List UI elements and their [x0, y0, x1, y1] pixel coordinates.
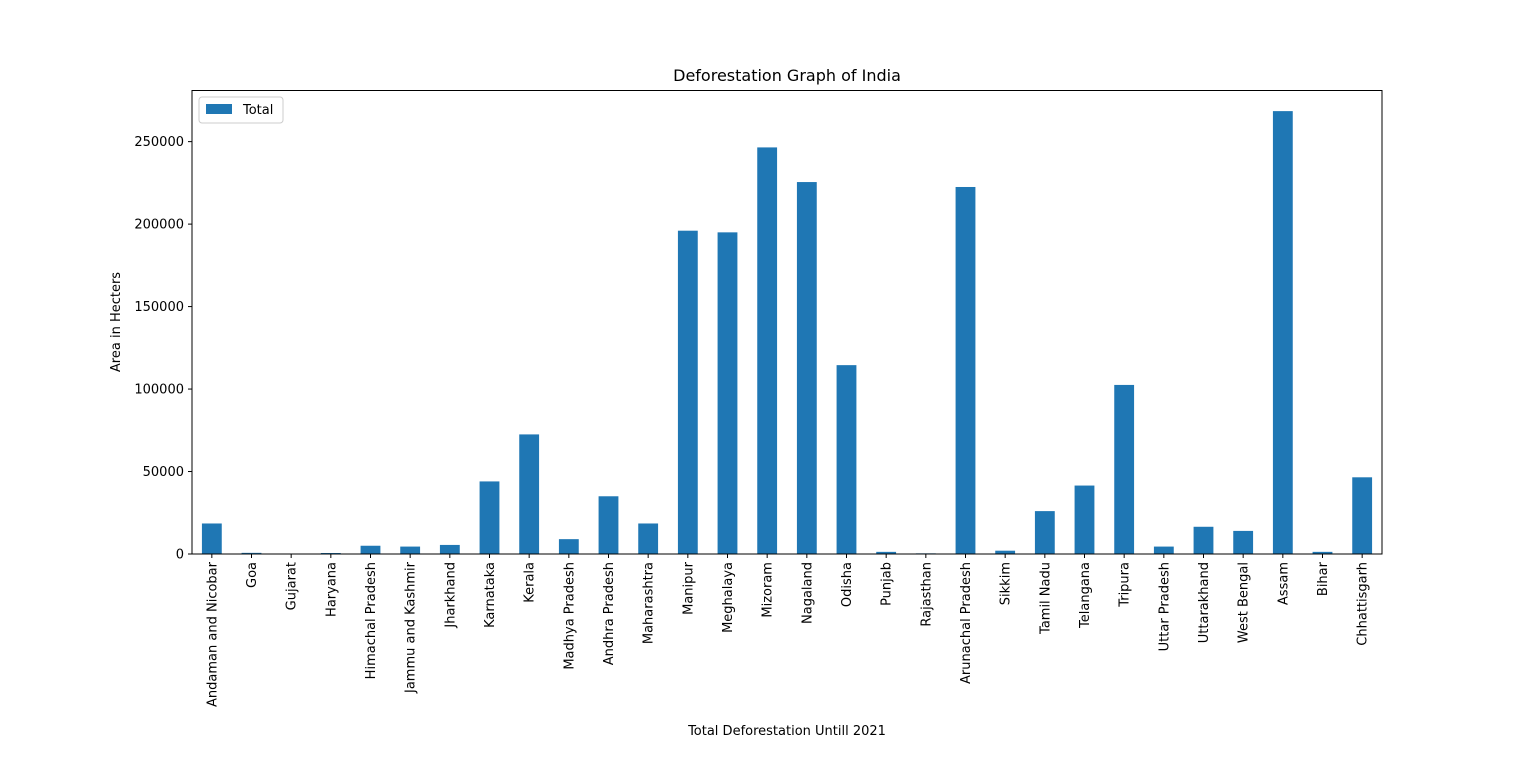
bar-maharashtra: [638, 523, 658, 554]
x-tick-label: Goa: [245, 562, 260, 588]
bar-nagaland: [797, 182, 817, 554]
bar-karnataka: [480, 481, 500, 554]
bars-layer: [202, 111, 1372, 554]
x-tick-label: Punjab: [880, 562, 895, 606]
x-tick-label: Meghalaya: [721, 562, 736, 633]
bar-uttar-pradesh: [1154, 547, 1174, 554]
bar-andaman-and-nicobar: [202, 523, 222, 554]
y-tick-label: 0: [176, 548, 184, 563]
bar-assam: [1273, 111, 1293, 554]
x-tick-label: Andhra Pradesh: [602, 562, 617, 665]
bar-jharkhand: [440, 545, 460, 554]
bar-manipur: [678, 231, 698, 554]
bar-arunachal-pradesh: [956, 187, 976, 554]
bar-tripura: [1114, 385, 1134, 554]
x-tick-label: Mizoram: [761, 562, 776, 618]
x-tick-label: Kerala: [523, 562, 538, 603]
x-tick-label: Gujarat: [285, 562, 300, 610]
x-tick-label: Tamil Nadu: [1038, 562, 1053, 635]
bar-jammu-and-kashmir: [400, 547, 420, 554]
x-axis: Andaman and Nicobar Goa Gujarat Haryana Hima…: [205, 554, 1370, 707]
y-tick-label: 100000: [134, 383, 184, 398]
y-axis-label: Area in Hecters: [109, 272, 124, 372]
bar-madhya-pradesh: [559, 539, 579, 554]
x-tick-label: Uttarakhand: [1197, 562, 1212, 643]
x-tick-label: Uttar Pradesh: [1157, 562, 1172, 651]
x-tick-label: Arunachal Pradesh: [959, 562, 974, 684]
x-tick-label: Bihar: [1316, 561, 1331, 596]
x-tick-label: Sikkim: [999, 562, 1014, 605]
bar-himachal-pradesh: [361, 546, 381, 554]
x-tick-label: Himachal Pradesh: [364, 562, 379, 679]
x-tick-label: Jharkhand: [443, 562, 458, 629]
y-axis: 0 50000 100000 150000 200000 250000: [134, 135, 192, 562]
x-tick-label: Madhya Pradesh: [562, 562, 577, 670]
bar-mizoram: [757, 147, 777, 554]
bar-meghalaya: [718, 232, 738, 554]
bar-odisha: [837, 365, 857, 554]
x-tick-label: Andaman and Nicobar: [205, 561, 220, 707]
x-tick-label: Nagaland: [800, 562, 815, 624]
x-tick-label: West Bengal: [1237, 562, 1252, 643]
x-tick-label: Maharashtra: [642, 562, 657, 644]
y-tick-label: 200000: [134, 218, 184, 233]
bar-telangana: [1075, 486, 1095, 554]
x-tick-label: Karnataka: [483, 562, 498, 628]
x-tick-label: Manipur: [681, 561, 696, 615]
x-tick-label: Odisha: [840, 562, 855, 607]
legend: Total: [199, 97, 283, 123]
y-tick-label: 150000: [134, 300, 184, 315]
chart-title: Deforestation Graph of India: [673, 66, 901, 85]
x-tick-label: Rajasthan: [919, 562, 934, 627]
x-tick-label: Tripura: [1118, 562, 1133, 608]
legend-label: Total: [242, 103, 273, 118]
x-axis-label: Total Deforestation Untill 2021: [687, 724, 886, 739]
bar-andhra-pradesh: [599, 496, 619, 554]
x-tick-label: Haryana: [324, 562, 339, 617]
legend-swatch: [206, 104, 232, 114]
bar-kerala: [519, 434, 539, 554]
x-tick-label: Assam: [1276, 562, 1291, 605]
bar-chhattisgarh: [1352, 477, 1372, 554]
bar-tamil-nadu: [1035, 511, 1055, 554]
x-tick-label: Telangana: [1078, 562, 1093, 629]
y-tick-label: 50000: [143, 465, 184, 480]
x-tick-label: Chhattisgarh: [1356, 562, 1371, 646]
plot-area-frame: [192, 91, 1382, 555]
x-tick-label: Jammu and Kashmir: [404, 561, 419, 694]
bar-uttarakhand: [1194, 527, 1214, 554]
bar-west-bengal: [1233, 531, 1253, 554]
y-tick-label: 250000: [134, 135, 184, 150]
